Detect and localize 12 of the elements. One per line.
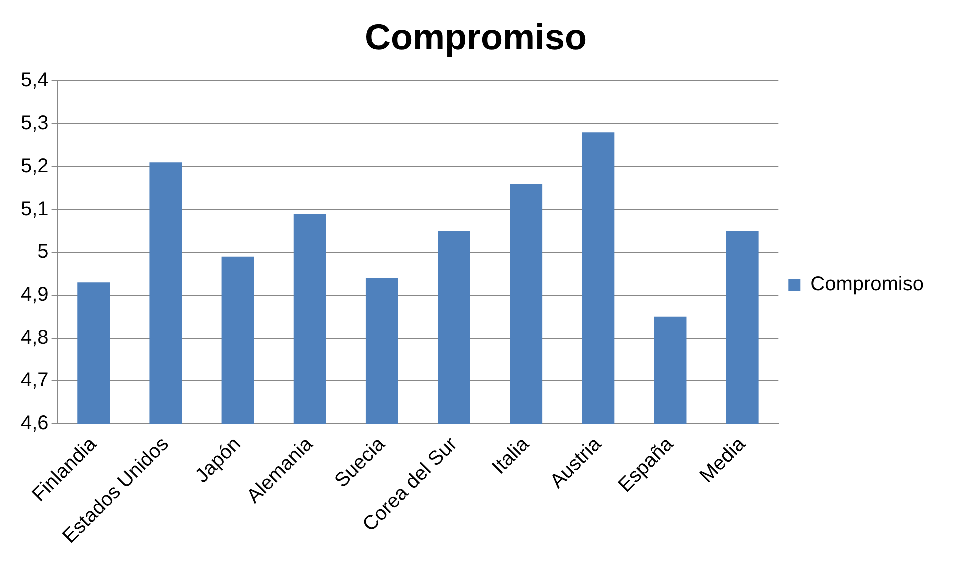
y-tick-label: 4,7 [20,370,49,392]
y-tick-label: 5,2 [20,155,49,178]
y-tick-label: 5,1 [20,198,49,220]
y-tick-label: 5,3 [20,112,49,135]
y-tick-label: 5,4 [20,70,49,92]
y-tick-label: 5 [38,241,49,264]
y-tick-label: 4,6 [20,412,49,434]
chart-title: Compromiso [364,16,588,58]
x-tick-label: Italia [488,432,534,479]
y-tick-label: 4,9 [20,284,49,306]
y-tick-label: 4,8 [20,326,49,349]
legend-label: Compromiso [810,274,924,296]
